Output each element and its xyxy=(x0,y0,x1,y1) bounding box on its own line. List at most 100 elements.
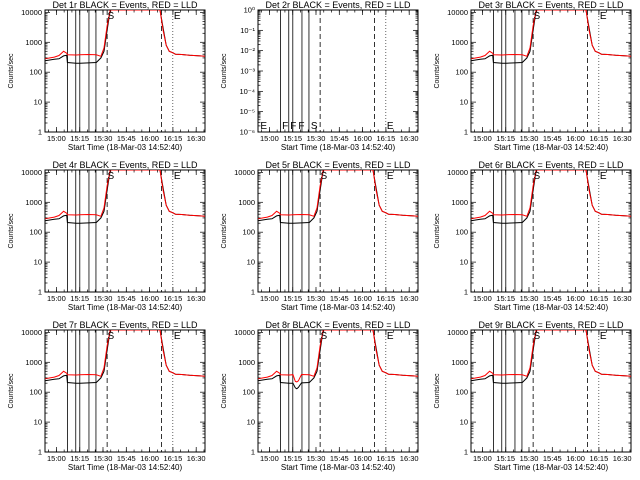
marker-label: F xyxy=(298,121,304,132)
plot-area xyxy=(45,10,205,132)
marker-label: E xyxy=(174,11,181,22)
y-tick-label: 10000 xyxy=(21,168,42,177)
chart-title: Det 6r BLACK = Events, RED = LLD xyxy=(478,160,624,170)
detector-panel: Det 3r BLACK = Events, RED = LLD 1 10 100 10… xyxy=(428,0,639,160)
x-tick-label: 15:15 xyxy=(496,454,515,463)
plot-area xyxy=(45,170,205,292)
x-tick-label: 16:15 xyxy=(164,294,183,303)
marker-label: S xyxy=(107,11,114,22)
panel-svg: Det 1r BLACK = Events, RED = LLD 1 10 100 10… xyxy=(8,0,206,152)
y-tick-label: 10000 xyxy=(447,8,468,17)
x-tick-label: 15:30 xyxy=(520,454,539,463)
plot-frame xyxy=(470,329,632,453)
x-axis-label: Start Time (18-Mar-03 14:52:40) xyxy=(68,303,183,312)
plot-area xyxy=(45,330,205,452)
detector-panel: Det 1r BLACK = Events, RED = LLD 1 10 100 10… xyxy=(2,0,213,160)
x-tick-label: 15:45 xyxy=(117,294,136,303)
y-tick-label: 1000 xyxy=(25,38,42,47)
chart-title: Det 3r BLACK = Events, RED = LLD xyxy=(478,0,624,10)
x-tick-label: 16:00 xyxy=(566,294,585,303)
y-tick-label: 10⁰ xyxy=(244,6,255,15)
series-lld-line xyxy=(45,330,205,380)
x-tick-label: 16:00 xyxy=(566,134,585,143)
detector-panel: Det 2r BLACK = Events, RED = LLD 10⁰ 10⁻¹ 1… xyxy=(215,0,426,160)
x-tick-label: 16:30 xyxy=(187,134,206,143)
plot-frame xyxy=(470,169,632,293)
series-lld-line xyxy=(471,10,631,60)
y-axis-label: Counts/sec xyxy=(221,373,228,409)
x-tick-label: 16:30 xyxy=(613,454,632,463)
y-tick-label: 1 xyxy=(464,288,468,297)
plot-frame xyxy=(470,9,632,133)
y-tick-label: 100 xyxy=(29,68,42,77)
x-tick-label: 16:15 xyxy=(590,294,609,303)
y-tick-label: 10000 xyxy=(234,328,255,337)
x-tick-label: 16:15 xyxy=(377,454,396,463)
y-tick-label: 1000 xyxy=(25,358,42,367)
x-tick-label: 15:30 xyxy=(520,294,539,303)
x-axis-label: Start Time (18-Mar-03 14:52:40) xyxy=(281,303,396,312)
x-tick-label: 15:15 xyxy=(496,134,515,143)
x-tick-label: 15:15 xyxy=(283,294,302,303)
panel-svg: Det 3r BLACK = Events, RED = LLD 1 10 100 10… xyxy=(434,0,632,152)
marker-label: S xyxy=(107,331,114,342)
marker-label: E xyxy=(600,331,607,342)
plot-area xyxy=(471,170,631,292)
x-tick-label: 15:15 xyxy=(70,294,89,303)
x-tick-label: 15:00 xyxy=(473,294,492,303)
series-lld-line xyxy=(471,170,631,220)
y-tick-label: 1000 xyxy=(451,358,468,367)
marker-label: E xyxy=(387,171,394,182)
y-tick-label: 10 xyxy=(34,418,42,427)
y-tick-label: 100 xyxy=(29,228,42,237)
y-axis-label: Counts/sec xyxy=(221,213,228,249)
y-tick-label: 100 xyxy=(455,388,468,397)
y-tick-label: 1000 xyxy=(238,198,255,207)
y-axis-label: Counts/sec xyxy=(8,213,15,249)
plot-frame xyxy=(44,329,206,453)
y-tick-label: 10000 xyxy=(447,328,468,337)
y-tick-label: 1 xyxy=(251,448,255,457)
marker-label: F xyxy=(282,121,288,132)
plot-frame xyxy=(44,9,206,133)
x-tick-label: 15:45 xyxy=(330,454,349,463)
y-tick-label: 10 xyxy=(34,98,42,107)
detector-panel: Det 9r BLACK = Events, RED = LLD 1 10 100 10… xyxy=(428,320,639,480)
x-tick-label: 16:30 xyxy=(400,134,419,143)
y-tick-label: 100 xyxy=(455,68,468,77)
marker-label: S xyxy=(533,11,540,22)
series-lld-line xyxy=(258,170,418,220)
x-tick-label: 15:00 xyxy=(260,294,279,303)
series-lld-line xyxy=(258,330,418,383)
x-tick-label: 16:00 xyxy=(140,454,159,463)
y-tick-label: 10000 xyxy=(447,168,468,177)
chart-title: Det 5r BLACK = Events, RED = LLD xyxy=(265,160,411,170)
x-tick-label: 15:15 xyxy=(283,134,302,143)
x-tick-label: 15:00 xyxy=(473,454,492,463)
x-tick-label: 16:00 xyxy=(140,294,159,303)
y-axis-label: Counts/sec xyxy=(221,53,228,89)
y-tick-label: 1 xyxy=(464,448,468,457)
x-tick-label: 16:15 xyxy=(164,134,183,143)
x-tick-label: 15:45 xyxy=(330,294,349,303)
x-tick-label: 15:00 xyxy=(47,294,66,303)
panel-svg: Det 2r BLACK = Events, RED = LLD 10⁰ 10⁻¹ 1… xyxy=(221,0,419,152)
x-axis-label: Start Time (18-Mar-03 14:52:40) xyxy=(68,463,183,472)
x-tick-label: 15:15 xyxy=(496,294,515,303)
x-tick-label: 15:15 xyxy=(283,454,302,463)
x-tick-label: 16:00 xyxy=(353,134,372,143)
marker-label: E xyxy=(260,121,267,132)
marker-label: S xyxy=(533,331,540,342)
x-tick-label: 16:30 xyxy=(400,454,419,463)
y-tick-label: 100 xyxy=(29,388,42,397)
x-tick-label: 16:00 xyxy=(353,454,372,463)
y-tick-label: 10⁻² xyxy=(240,46,255,55)
detector-panel: Det 7r BLACK = Events, RED = LLD 1 10 100 10… xyxy=(2,320,213,480)
y-tick-label: 10 xyxy=(460,98,468,107)
y-tick-label: 100 xyxy=(242,228,255,237)
marker-label: E xyxy=(174,171,181,182)
y-tick-label: 10 xyxy=(460,258,468,267)
y-tick-label: 10⁻⁶ xyxy=(240,128,255,137)
marker-label: E xyxy=(174,331,181,342)
marker-label: S xyxy=(320,331,327,342)
